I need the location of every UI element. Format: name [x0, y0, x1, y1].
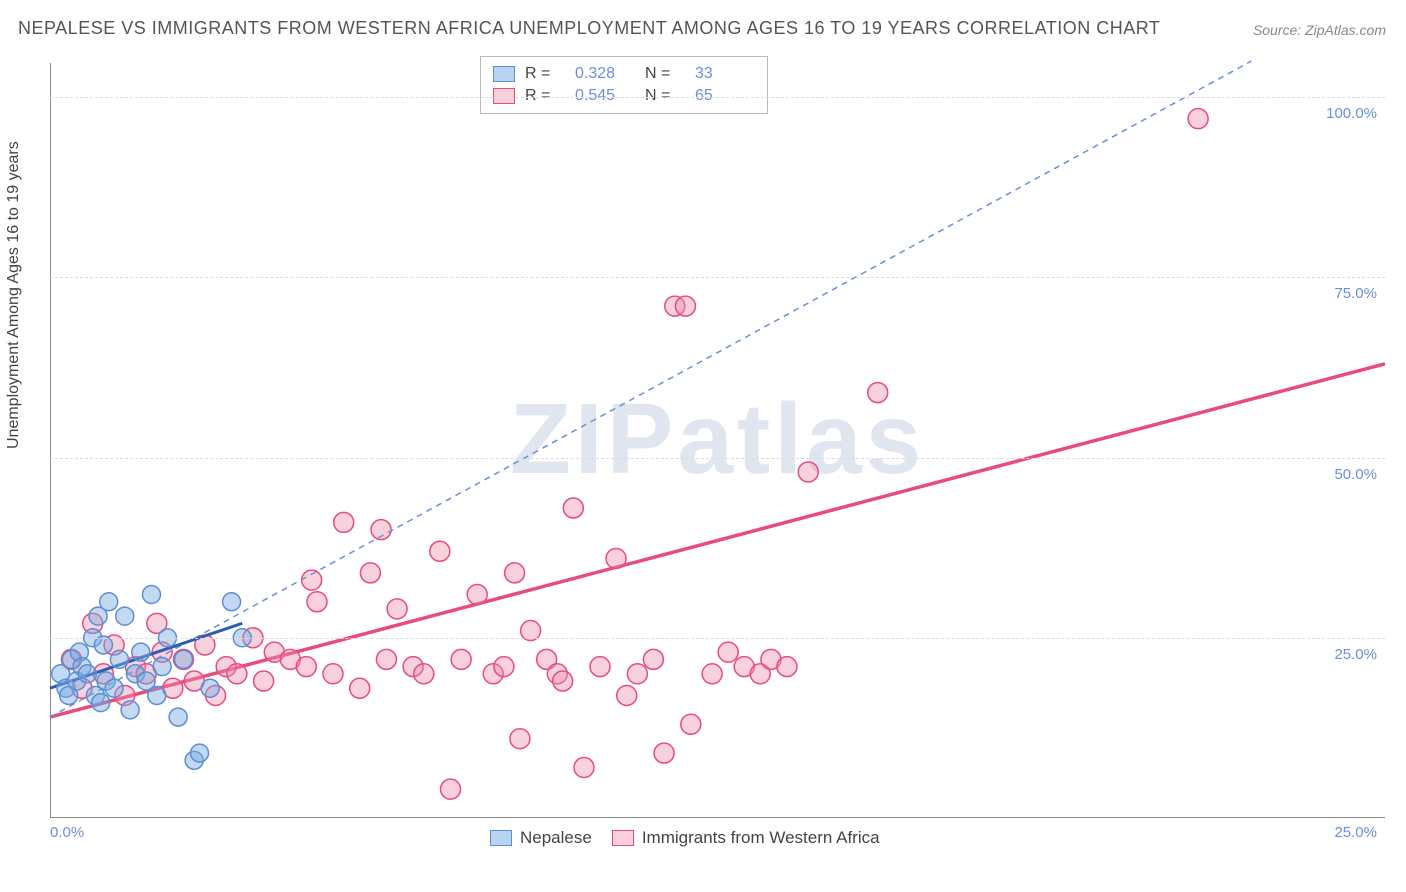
x-tick-label: 0.0%: [50, 824, 84, 841]
chart-title: NEPALESE VS IMMIGRANTS FROM WESTERN AFRI…: [18, 18, 1160, 39]
plot-area: ZIPatlas R = 0.328 N = 33 R = 0.545 N = …: [50, 56, 1385, 846]
legend-item-wafrica: Immigrants from Western Africa: [612, 828, 880, 848]
y-tick-label: 50.0%: [1334, 466, 1377, 483]
grid-line: [50, 638, 1385, 639]
y-tick-label: 75.0%: [1334, 285, 1377, 302]
plot-svg: [50, 56, 1385, 846]
legend-swatch-pink: [612, 830, 634, 846]
source-attribution: Source: ZipAtlas.com: [1253, 22, 1386, 38]
source-name: ZipAtlas.com: [1305, 22, 1386, 38]
x-tick-label: 25.0%: [1334, 824, 1377, 841]
legend-series: Nepalese Immigrants from Western Africa: [490, 828, 880, 848]
legend-item-nepalese: Nepalese: [490, 828, 592, 848]
source-prefix: Source:: [1253, 22, 1305, 38]
grid-line: [50, 458, 1385, 459]
legend-label-nepalese: Nepalese: [520, 828, 592, 848]
y-axis-label: Unemployment Among Ages 16 to 19 years: [5, 141, 23, 449]
y-tick-label: 100.0%: [1326, 105, 1377, 122]
legend-swatch-blue: [490, 830, 512, 846]
y-tick-label: 25.0%: [1334, 646, 1377, 663]
grid-line: [50, 277, 1385, 278]
legend-label-wafrica: Immigrants from Western Africa: [642, 828, 880, 848]
grid-line: [50, 97, 1385, 98]
